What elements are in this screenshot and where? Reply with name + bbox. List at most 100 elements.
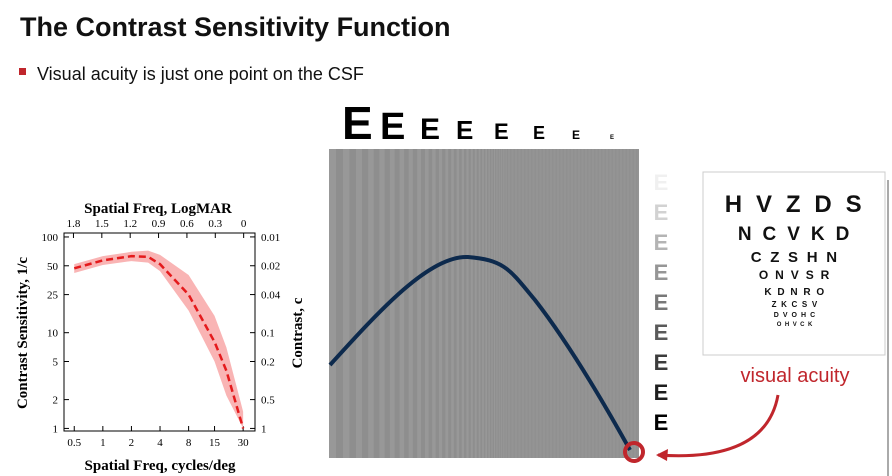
stripe [587, 149, 589, 458]
stripe [582, 149, 583, 458]
stripe [329, 149, 336, 458]
stripe [611, 149, 613, 458]
acuity-letter: E [456, 115, 473, 145]
eye-chart-row: H V Z D S [725, 191, 865, 218]
eye-chart [702, 171, 886, 356]
stripe [438, 149, 443, 458]
stripe [622, 149, 624, 458]
x2-tick-label: 1.2 [123, 218, 137, 230]
x2-tick-label: 0 [241, 218, 247, 230]
y2-tick-label: 0.02 [261, 261, 280, 273]
stripe [579, 149, 581, 458]
stripe [607, 149, 609, 458]
acuity-marker [623, 441, 645, 463]
acuity-letter: E [533, 123, 545, 143]
stripe [562, 149, 564, 458]
stripe [626, 149, 628, 458]
stripe [584, 149, 586, 458]
stripe [491, 149, 493, 458]
stripe [596, 149, 597, 458]
annotation: visual acuity [741, 365, 850, 387]
stripe [552, 149, 554, 458]
stripe [512, 149, 513, 458]
y2-tick-label: 0.2 [261, 356, 275, 368]
y-tick-label: 1 [53, 423, 59, 435]
stripe [569, 149, 571, 458]
y-tick-label: 10 [47, 328, 59, 340]
stripe [632, 149, 634, 458]
stripe [504, 149, 506, 458]
stripe [432, 149, 436, 458]
stripe [544, 149, 546, 458]
stripe [612, 149, 614, 458]
stripe [614, 149, 616, 458]
stripe [619, 149, 621, 458]
arrow-head [656, 449, 668, 461]
stripe [478, 149, 481, 458]
eye-chart-row: K D N R O [764, 287, 825, 298]
y2-tick-label: 0.04 [261, 290, 281, 302]
stripe [555, 149, 557, 458]
stripe [540, 149, 541, 458]
stripe [488, 149, 490, 458]
stripe [461, 149, 465, 458]
x2-tick-label: 1.8 [67, 218, 81, 230]
x-tick-label: 4 [157, 437, 163, 449]
plot-frame [63, 232, 256, 432]
eye-chart-row: O H V C K [777, 322, 813, 328]
stripe [379, 149, 385, 458]
csf-line [73, 254, 245, 429]
stripe [493, 149, 496, 458]
stripe [524, 149, 526, 458]
bullet-marker [19, 68, 26, 75]
confidence-band [74, 250, 244, 429]
stripe [507, 149, 509, 458]
y2-tick-label: 0.1 [261, 328, 275, 340]
stripe [556, 149, 558, 458]
x-axis-label: Spatial Freq, cycles/deg [85, 458, 236, 474]
y2-tick-label: 0.01 [261, 232, 280, 244]
stripe [516, 149, 518, 458]
stripe [514, 149, 516, 458]
stripe [605, 149, 607, 458]
x-tick-label: 8 [186, 437, 192, 449]
stripe [628, 149, 630, 458]
y2-tick-label: 1 [261, 423, 267, 435]
stripe [625, 149, 627, 458]
stripe [593, 149, 595, 458]
x2-tick-label: 1.5 [95, 218, 109, 230]
stripe [635, 149, 637, 458]
stripe [631, 149, 632, 458]
stripe [565, 149, 567, 458]
stripe [541, 149, 543, 458]
stripe [408, 149, 413, 458]
stripe [638, 149, 639, 458]
acuity-letter: E [610, 135, 614, 141]
x2-tick-label: 0.9 [152, 218, 166, 230]
stripe [547, 149, 548, 458]
stripe [520, 149, 522, 458]
y-tick-label: 2 [53, 395, 59, 407]
stripe [523, 149, 525, 458]
stripe [580, 149, 582, 458]
stripe [513, 149, 515, 458]
eye-chart-row: C Z S H N [751, 249, 840, 266]
stripe [608, 149, 610, 458]
stripe [589, 149, 590, 458]
stripe [633, 149, 635, 458]
stripe [575, 149, 576, 458]
stripe [389, 149, 395, 458]
y-axis-label: Contrast Sensitivity, 1/c [15, 257, 31, 409]
stripe [527, 149, 529, 458]
x-tick-label: 1 [100, 437, 106, 449]
acuity-letter: E [342, 97, 373, 149]
stripe [563, 149, 565, 458]
stripe [615, 149, 617, 458]
x-tick-label: 30 [238, 437, 250, 449]
stripe [629, 149, 631, 458]
arrow [657, 394, 780, 458]
contrast-letter: E [654, 380, 669, 405]
stripe [561, 149, 562, 458]
y2-tick-label: 0.5 [261, 395, 275, 407]
slide-title: The Contrast Sensitivity Function [20, 12, 451, 42]
